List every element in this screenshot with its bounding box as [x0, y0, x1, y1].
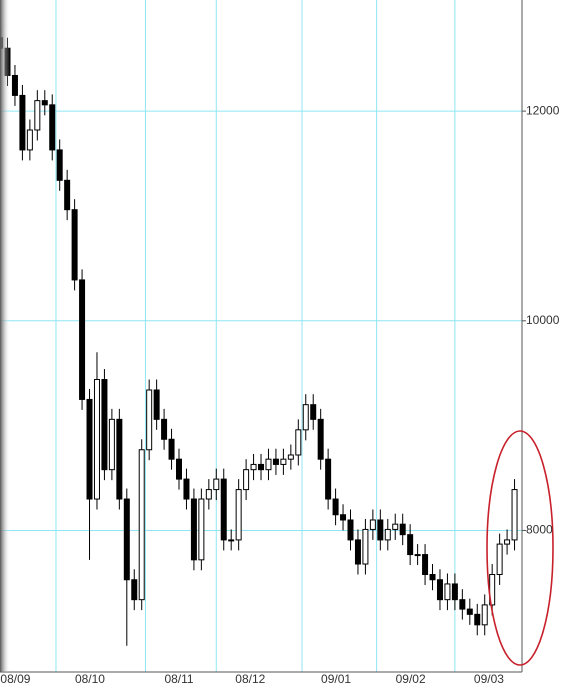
- x-tick-label: 08/11: [164, 672, 193, 685]
- candle-body: [153, 389, 160, 420]
- candle-body: [429, 574, 436, 581]
- candle-body: [377, 519, 384, 541]
- candle-body: [347, 519, 354, 541]
- candle-body: [481, 604, 488, 626]
- candle-body: [79, 279, 86, 400]
- candle-body: [466, 608, 473, 615]
- x-tick-label: 09/01: [321, 672, 351, 685]
- candle-body: [205, 489, 212, 500]
- y-tick-label: 12000: [526, 103, 560, 117]
- candle-body: [108, 418, 115, 471]
- candle-body: [175, 458, 182, 480]
- candle-body: [444, 583, 451, 601]
- candle-body: [325, 458, 332, 500]
- candle-body: [116, 418, 123, 500]
- y-tick-label: 10000: [526, 313, 560, 327]
- candle-body: [414, 554, 421, 557]
- candle-body: [407, 534, 414, 556]
- candle-body: [19, 94, 26, 151]
- candle-body: [56, 149, 63, 181]
- edge-shadow: [0, 0, 10, 672]
- candle-body: [354, 539, 361, 565]
- candle-body: [258, 463, 265, 471]
- candle-body: [287, 454, 294, 460]
- candle-body: [272, 458, 279, 465]
- candle-body: [86, 398, 93, 500]
- candle-body: [41, 100, 48, 106]
- candle-body: [220, 478, 227, 541]
- candle-body: [422, 554, 429, 576]
- x-tick-label: 09/02: [396, 672, 426, 685]
- candle-body: [399, 523, 406, 536]
- candle-body: [183, 478, 190, 500]
- candle-body: [302, 404, 309, 431]
- candle-body: [511, 489, 518, 541]
- candle-body: [504, 539, 511, 545]
- candle-body: [459, 599, 466, 610]
- candle-body: [190, 498, 197, 561]
- candle-body: [138, 449, 145, 601]
- candle-body: [198, 498, 205, 561]
- candle-body: [295, 429, 302, 456]
- candle-body: [34, 100, 41, 131]
- candle-body: [93, 379, 100, 500]
- candle-body: [384, 528, 391, 541]
- candle-body: [369, 519, 376, 530]
- candle-body: [496, 543, 503, 576]
- candle-body: [11, 74, 18, 96]
- candle-body: [250, 463, 257, 471]
- x-tick-label: 09/03: [474, 672, 504, 685]
- candle-body: [228, 539, 235, 542]
- candle-body: [474, 613, 481, 626]
- candle-body: [317, 418, 324, 460]
- candle-body: [213, 478, 220, 491]
- candle-body: [243, 469, 250, 491]
- candle-body: [340, 514, 347, 521]
- candle-body: [26, 129, 33, 151]
- candle-body: [101, 379, 108, 471]
- candle-body: [235, 489, 242, 541]
- candle-body: [362, 528, 369, 565]
- candle-body: [280, 458, 287, 465]
- x-tick-label: 08/09: [0, 672, 30, 685]
- candle-body: [168, 438, 175, 460]
- highlight-ellipse: [486, 430, 554, 666]
- candle-body: [71, 209, 78, 281]
- candle-body: [436, 579, 443, 601]
- x-tick-label: 08/12: [235, 672, 265, 685]
- candle-body: [451, 583, 458, 601]
- candle-body: [146, 389, 153, 451]
- candle-body: [49, 104, 56, 151]
- candle-body: [161, 418, 168, 440]
- candle-body: [392, 523, 399, 530]
- candle-body: [265, 458, 272, 471]
- candle-body: [332, 498, 339, 516]
- candle-body: [64, 179, 71, 211]
- candle-body: [310, 404, 317, 420]
- y-tick-label: 8000: [526, 523, 553, 537]
- x-tick-label: 08/10: [75, 672, 105, 685]
- candle-body: [123, 498, 130, 581]
- candle-body: [131, 579, 138, 601]
